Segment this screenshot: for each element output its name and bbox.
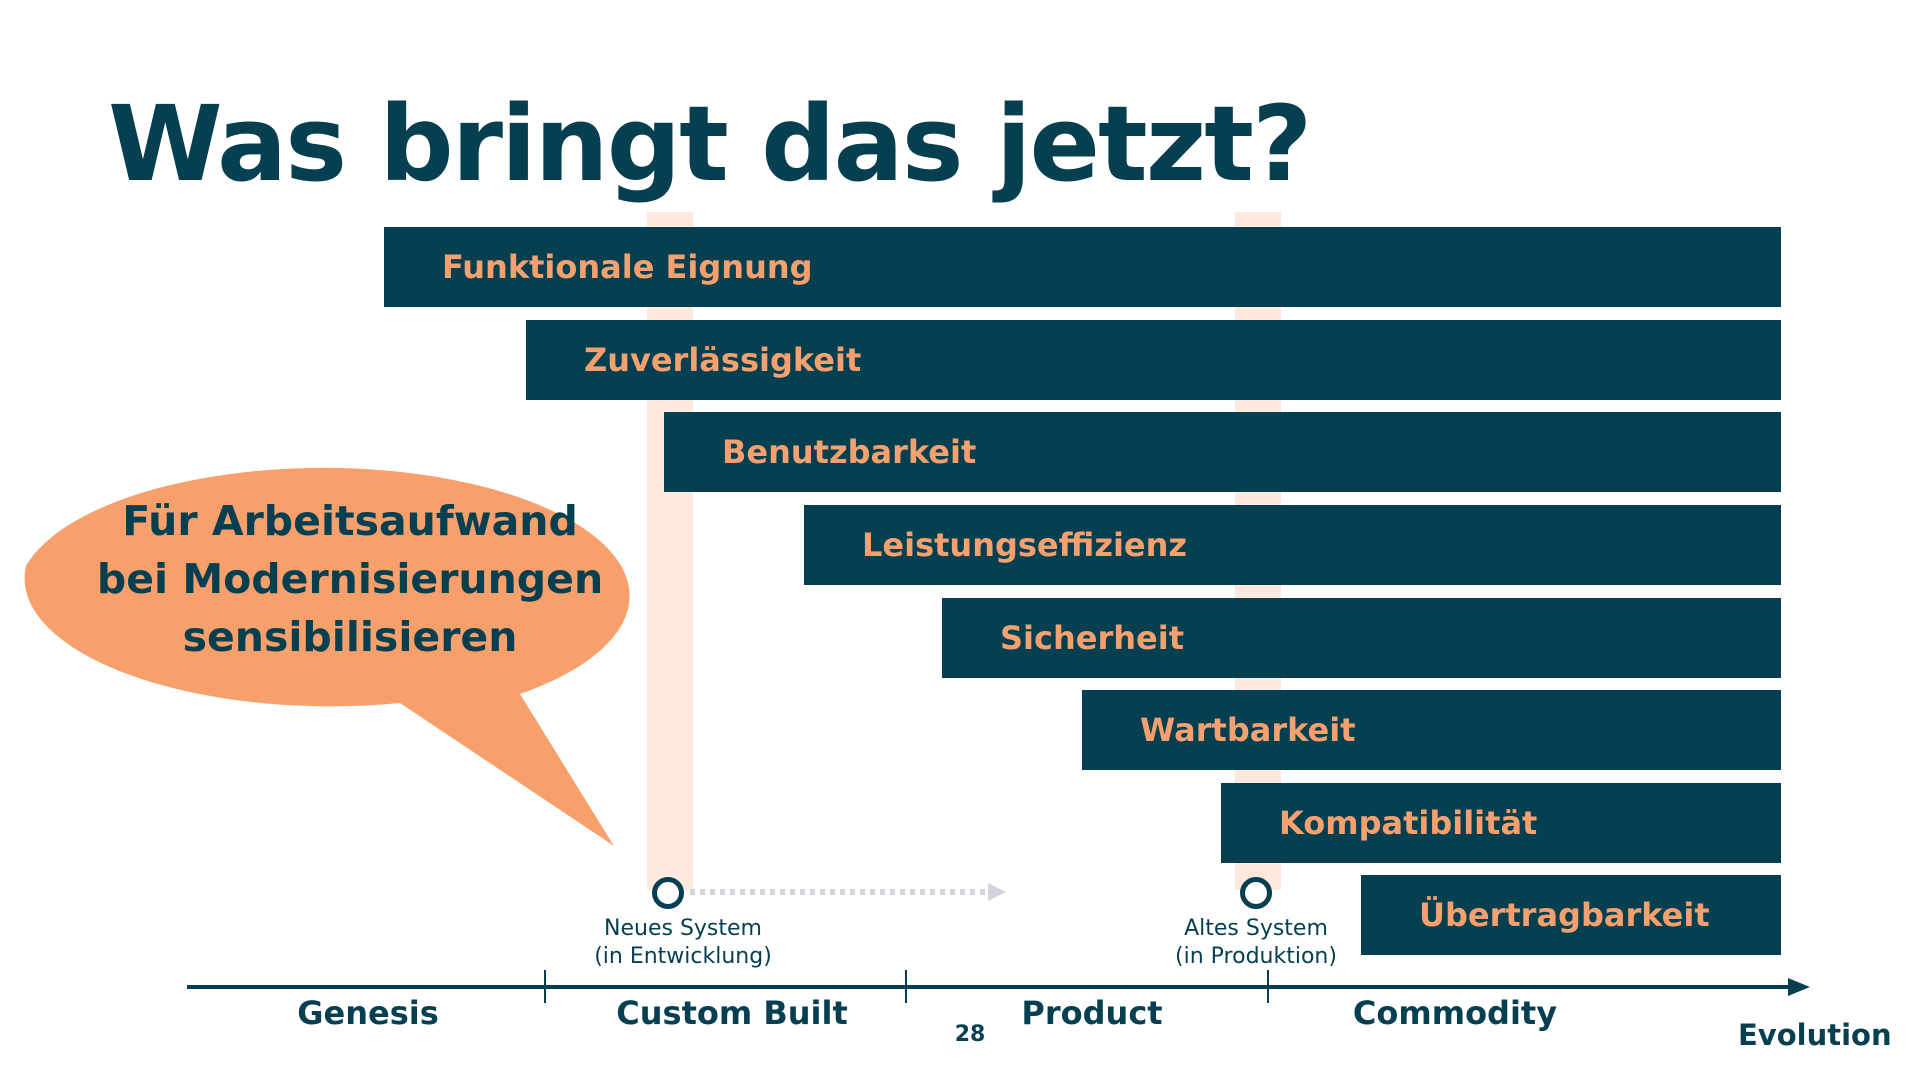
bar-sicherheit: Sicherheit [942,598,1781,678]
bar-benutzbarkeit: Benutzbarkeit [664,412,1781,492]
callout-line: Für Arbeitsaufwand [122,497,578,545]
bar-label: Wartbarkeit [1140,711,1356,749]
old-system-label-line1: Altes System [1184,916,1328,941]
bar-zuverlaessigkeit: Zuverlässigkeit [526,320,1781,400]
bar-funktionale-eignung: Funktionale Eignung [384,227,1781,307]
callout-line: bei Modernisierungen [96,555,604,603]
bar-kompatibilitaet: Kompatibilität [1221,783,1781,863]
page-number: 28 [954,1022,986,1047]
bar-label: Leistungseffizienz [862,526,1188,564]
bar-wartbarkeit: Wartbarkeit [1082,690,1781,770]
evolution-axis-arrowhead [1788,978,1810,996]
stage-product: Product [1021,994,1163,1032]
old-system-label: Altes System (in Produktion) [1136,915,1376,971]
bar-uebertragbarkeit: Übertragbarkeit [1361,875,1781,955]
dotted-arrow-head [988,883,1006,901]
callout-line: sensibilisieren [182,613,518,661]
stage-custom-built: Custom Built [616,994,848,1032]
bar-label: Funktionale Eignung [442,248,813,286]
new-system-label: Neues System (in Entwicklung) [563,915,803,971]
slide-title: Was bringt das jetzt? [108,83,1312,205]
new-system-label-line1: Neues System [604,916,762,941]
old-system-label-line2: (in Produktion) [1175,944,1337,969]
axis-label-evolution: Evolution [1738,1018,1892,1052]
old-system-marker [1240,877,1272,909]
callout-text: Für Arbeitsaufwand bei Modernisierungen … [60,492,640,666]
new-system-label-line2: (in Entwicklung) [594,944,772,969]
stage-commodity: Commodity [1352,994,1558,1032]
bar-label: Benutzbarkeit [722,433,977,471]
bar-label: Sicherheit [1000,619,1184,657]
speech-bubble [24,467,630,846]
bar-label: Zuverlässigkeit [584,341,862,379]
new-system-marker [652,877,684,909]
stage-genesis: Genesis [297,994,439,1032]
bar-label: Kompatibilität [1279,804,1538,842]
bar-label: Übertragbarkeit [1419,896,1710,934]
bar-leistungseffizienz: Leistungseffizienz [804,505,1781,585]
